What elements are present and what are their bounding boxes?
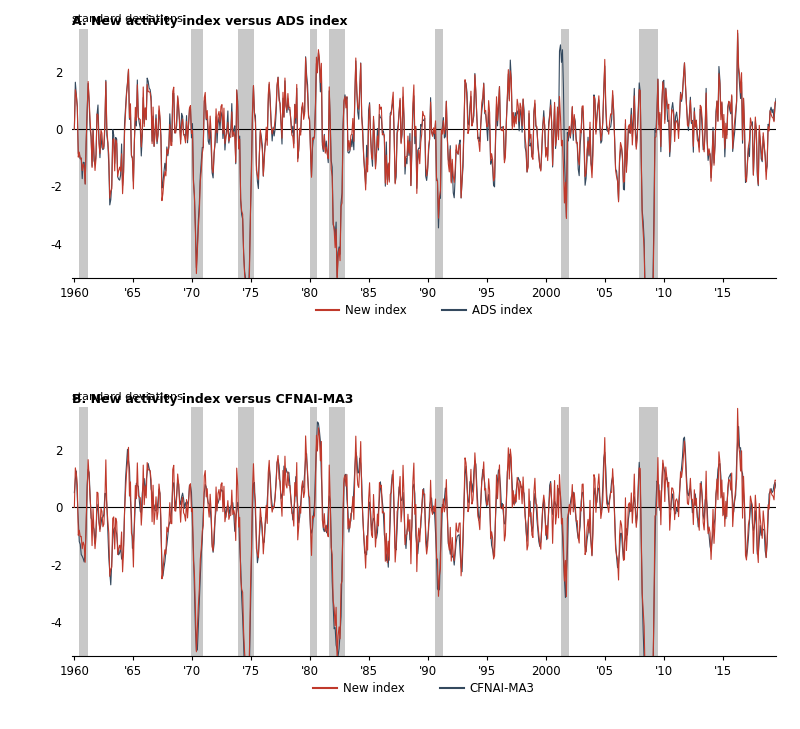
ADS index	[733, 29, 742, 38]
Bar	[310, 29, 317, 278]
Bar	[79, 29, 88, 278]
CFNAI-MA3	[378, 497, 387, 506]
New index	[377, 103, 386, 112]
CFNAI-MA3	[494, 469, 504, 478]
ADS index	[188, 120, 198, 128]
New index	[377, 481, 386, 490]
New index	[394, 125, 403, 134]
New index	[733, 404, 742, 413]
CFNAI-MA3	[70, 488, 79, 497]
New index	[70, 125, 79, 133]
New index	[733, 26, 742, 34]
New index	[141, 482, 150, 491]
Bar	[561, 29, 569, 278]
Text: B. New activity index versus CFNAI-MA3: B. New activity index versus CFNAI-MA3	[72, 393, 354, 406]
New index	[188, 126, 198, 135]
Bar	[191, 29, 203, 278]
Bar	[238, 408, 254, 656]
Legend: New index, CFNAI-MA3: New index, CFNAI-MA3	[309, 677, 539, 700]
CFNAI-MA3	[194, 621, 203, 630]
CFNAI-MA3	[141, 491, 150, 499]
Line: New index: New index	[74, 408, 776, 710]
Bar	[329, 408, 345, 656]
ADS index	[141, 104, 150, 113]
Bar	[639, 408, 658, 656]
New index	[188, 504, 198, 513]
Bar	[435, 408, 443, 656]
Legend: New index, ADS index: New index, ADS index	[311, 300, 537, 321]
Line: ADS index: ADS index	[74, 34, 776, 319]
Bar	[238, 29, 254, 278]
CFNAI-MA3	[394, 483, 404, 491]
New index	[771, 476, 781, 485]
Bar	[79, 408, 88, 656]
ADS index	[377, 114, 386, 122]
New index	[494, 475, 503, 484]
CFNAI-MA3	[188, 521, 198, 529]
New index	[70, 503, 79, 512]
New index	[646, 706, 656, 714]
ADS index	[646, 314, 656, 323]
ADS index	[394, 120, 403, 129]
Bar	[639, 29, 658, 278]
New index	[194, 223, 203, 232]
CFNAI-MA3	[771, 483, 781, 492]
Bar	[561, 408, 569, 656]
Text: A. New activity index versus ADS index: A. New activity index versus ADS index	[72, 15, 348, 28]
Bar	[435, 29, 443, 278]
CFNAI-MA3	[313, 418, 322, 426]
ADS index	[771, 94, 781, 103]
New index	[141, 104, 150, 112]
New index	[394, 504, 403, 512]
Text: standard deviations: standard deviations	[72, 14, 183, 24]
New index	[494, 98, 503, 106]
Bar	[310, 408, 317, 656]
ADS index	[70, 125, 79, 133]
ADS index	[194, 216, 203, 225]
New index	[646, 327, 656, 336]
New index	[771, 98, 781, 106]
ADS index	[494, 104, 503, 113]
Bar	[191, 408, 203, 656]
Line: CFNAI-MA3: CFNAI-MA3	[74, 422, 776, 729]
New index	[194, 601, 203, 610]
Bar	[329, 29, 345, 278]
Text: standard deviations: standard deviations	[72, 392, 183, 402]
Line: New index: New index	[74, 30, 776, 332]
